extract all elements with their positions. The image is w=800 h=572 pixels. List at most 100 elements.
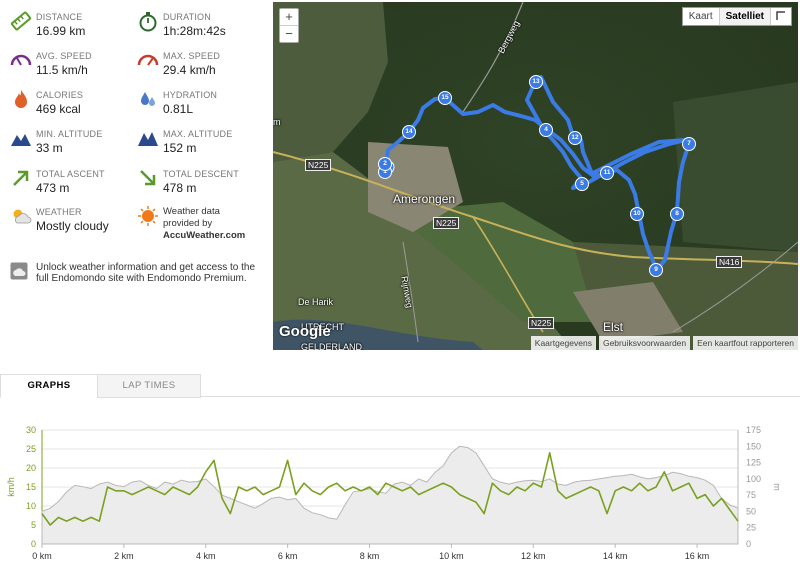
zoom-out-button[interactable]: − — [280, 25, 298, 42]
lap-marker-9[interactable]: 9 — [649, 263, 663, 277]
stat-hydration: HYDRATION 0.81L — [127, 82, 272, 118]
lap-marker-11[interactable]: 11 — [600, 166, 614, 180]
stat-avg-speed: AVG. SPEED 11.5 km/h — [0, 43, 136, 79]
weather-data-line2: provided by — [163, 218, 213, 229]
attrib-gebruiksvoorwaarden[interactable]: Gebruiksvoorwaarden — [598, 336, 691, 350]
hydration-label: HYDRATION — [163, 90, 218, 100]
y-left-axis-label: km/h — [6, 477, 16, 497]
ruler-icon — [10, 11, 32, 31]
shield-n225-c: N225 — [528, 317, 555, 329]
weather-data-line1: Weather data — [163, 206, 220, 217]
shield-n225-b: N225 — [433, 217, 460, 229]
lap-marker-10[interactable]: 10 — [630, 207, 644, 221]
map-type-satellite-button[interactable]: Satelliet — [718, 8, 770, 25]
stat-total-ascent: TOTAL ASCENT 473 m — [0, 161, 136, 197]
stat-max-altitude: MAX. ALTITUDE 152 m — [127, 121, 272, 157]
mountain-icon — [11, 134, 31, 146]
label-elst: Elst — [603, 320, 624, 334]
total-descent-label: TOTAL DESCENT — [163, 169, 239, 179]
hydration-value: 0.81L — [163, 102, 194, 116]
speed-altitude-chart[interactable]: 0 5 10 15 20 25 30 0 25 50 75 100 125 150 175 km/h m 0 km… — [0, 418, 800, 572]
map-type-control: Kaart Satelliet — [681, 7, 792, 26]
y-left-tick-label: 5 — [31, 520, 36, 530]
lap-marker-7[interactable]: 7 — [682, 137, 696, 151]
label-gelderland: GELDERLAND — [301, 342, 363, 350]
premium-weather-icon — [10, 262, 28, 280]
total-ascent-label: TOTAL ASCENT — [36, 169, 105, 179]
label-utrecht: UTRECHT — [301, 322, 344, 332]
label-amerongen: Amerongen — [393, 192, 456, 206]
lap-marker-14[interactable]: 14 — [402, 125, 416, 139]
weather-label: WEATHER — [36, 207, 82, 217]
stopwatch-icon — [139, 12, 157, 32]
y-right-tick-label: 175 — [746, 425, 761, 435]
y-right-tick-label: 100 — [746, 474, 761, 484]
premium-upsell-text[interactable]: Unlock weather information and get acces… — [36, 262, 256, 284]
graph-tabs: GRAPHS LAP TIMES — [0, 374, 800, 398]
stat-weather-data: Weather data provided by AccuWeather.com — [127, 199, 272, 249]
min-altitude-label: MIN. ALTITUDE — [36, 129, 103, 139]
x-tick-label: 0 km — [32, 551, 52, 561]
stat-max-speed: MAX. SPEED 29.4 km/h — [127, 43, 272, 79]
lap-marker-13[interactable]: 13 — [529, 75, 543, 89]
max-altitude-label: MAX. ALTITUDE — [163, 129, 233, 139]
calories-value: 469 kcal — [36, 102, 81, 116]
shield-n416: N416 — [716, 256, 743, 268]
map-type-kaart-button[interactable]: Kaart — [688, 11, 713, 22]
stat-total-descent: TOTAL DESCENT 478 m — [127, 161, 272, 197]
mountain-peak-icon — [138, 132, 158, 146]
attrib-report-error[interactable]: Een kaartfout rapporteren — [693, 336, 798, 350]
weather-data-credit: Weather data provided by AccuWeather.com — [163, 206, 245, 242]
map-attribution: Kaartgegevens Gebruiksvoorwaarden Een ka… — [528, 336, 798, 350]
y-left-tick-label: 20 — [26, 463, 36, 473]
x-tick-label: 10 km — [439, 551, 464, 561]
y-right-tick-label: 150 — [746, 441, 761, 451]
label-de-harik: De Harik — [298, 297, 334, 307]
x-tick-label: 16 km — [685, 551, 710, 561]
shield-n225-a: N225 — [305, 159, 332, 171]
tab-graphs[interactable]: GRAPHS — [0, 374, 98, 398]
zoom-control: + − — [279, 8, 299, 43]
accuweather-sun-icon — [138, 206, 158, 226]
map-fullscreen-button[interactable] — [770, 8, 791, 25]
y-left-tick-label: 0 — [31, 539, 36, 549]
lap-marker-4[interactable]: 4 — [539, 123, 553, 137]
zoom-in-button[interactable]: + — [285, 9, 293, 24]
min-altitude-value: 33 m — [36, 141, 63, 155]
route-map[interactable]: 1 2 4 5 7 8 9 10 11 12 13 14 15 Amerongen Elst Bergw… — [273, 2, 798, 350]
total-descent-value: 478 m — [163, 181, 197, 195]
duration-value: 1h:28m:42s — [163, 24, 226, 38]
x-tick-label: 8 km — [360, 551, 380, 561]
expand-corner-icon — [776, 11, 785, 20]
label-edge-m: m — [273, 117, 281, 127]
satellite-imagery — [273, 2, 798, 350]
speedometer-icon — [10, 54, 32, 66]
calories-label: CALORIES — [36, 90, 84, 100]
y-left-tick-label: 15 — [26, 482, 36, 492]
partly-cloudy-icon — [13, 209, 32, 224]
lap-marker-15[interactable]: 15 — [438, 91, 452, 105]
y-right-tick-label: 0 — [746, 539, 751, 549]
lap-marker-2[interactable]: 2 — [378, 157, 392, 171]
altitude-series-area — [41, 445, 739, 545]
lap-marker-5[interactable]: 5 — [575, 177, 589, 191]
y-right-tick-label: 50 — [746, 506, 756, 516]
google-logo: Google — [279, 323, 331, 340]
avg-speed-label: AVG. SPEED — [36, 51, 92, 61]
y-right-tick-label: 125 — [746, 458, 761, 468]
tab-lap-times[interactable]: LAP TIMES — [97, 374, 201, 398]
speedometer-max-icon — [137, 54, 159, 66]
lap-marker-8[interactable]: 8 — [670, 207, 684, 221]
accuweather-link[interactable]: AccuWeather.com — [163, 230, 246, 241]
stat-weather: WEATHER Mostly cloudy — [0, 199, 136, 235]
attrib-kaartgegevens[interactable]: Kaartgegevens — [530, 336, 596, 350]
stat-distance: DISTANCE 16.99 km — [0, 4, 136, 40]
stat-duration: DURATION 1h:28m:42s — [127, 4, 272, 40]
speed-series-line — [41, 451, 739, 526]
stat-min-altitude: MIN. ALTITUDE 33 m — [0, 121, 136, 157]
duration-label: DURATION — [163, 12, 211, 22]
x-tick-label: 4 km — [196, 551, 216, 561]
lap-marker-12[interactable]: 12 — [568, 131, 582, 145]
y-left-tick-label: 10 — [26, 501, 36, 511]
avg-speed-value: 11.5 km/h — [36, 63, 88, 77]
